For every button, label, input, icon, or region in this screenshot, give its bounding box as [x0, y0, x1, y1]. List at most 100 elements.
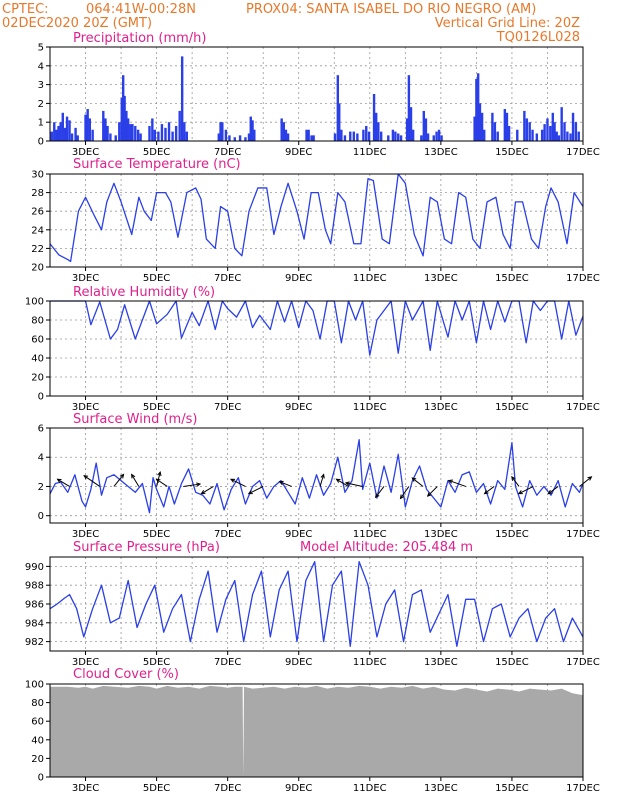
- x-tick-label: 11DEC: [353, 783, 387, 794]
- header-init-time: 02DEC2020 20Z (GMT): [2, 16, 152, 31]
- y-tick-label: 3: [38, 80, 44, 91]
- wind-arrow: [547, 486, 559, 495]
- x-tick-label: 3DEC: [72, 273, 99, 284]
- header: CPTEC: 064:41W-00:28N PROX04: SANTA ISAB…: [2, 2, 580, 45]
- x-tick-label: 9DEC: [285, 273, 312, 284]
- precip-bar: [233, 137, 236, 141]
- precip-bar: [63, 127, 67, 141]
- x-tick-label: 17DEC: [566, 657, 600, 668]
- precip-bar: [352, 131, 356, 141]
- humidity-data: [50, 300, 584, 356]
- wind-arrow: [426, 486, 438, 497]
- pressure-title: Surface Pressure (hPa): [73, 540, 220, 555]
- x-tick-label: 13DEC: [424, 529, 458, 540]
- y-tick-label: 28: [31, 188, 44, 199]
- y-tick-label: 24: [31, 225, 44, 236]
- precip-bar: [109, 133, 112, 141]
- precip-bar: [157, 131, 160, 141]
- x-tick-label: 13DEC: [424, 657, 458, 668]
- precip-bar: [379, 131, 383, 141]
- precip-bar: [219, 122, 222, 141]
- x-tick-label: 5DEC: [143, 529, 170, 540]
- x-tick-label: 15DEC: [495, 529, 529, 540]
- y-tick-label: 30: [31, 170, 44, 181]
- x-tick-label: 13DEC: [424, 783, 458, 794]
- precip-bar: [372, 94, 376, 141]
- precip-bar: [553, 122, 556, 141]
- precip-bar: [555, 131, 558, 141]
- precip-bar: [407, 75, 411, 141]
- x-tick-label: 3DEC: [72, 783, 99, 794]
- precip-bar: [249, 116, 252, 141]
- precip-bar: [118, 122, 121, 141]
- x-tick-label: 3DEC: [72, 529, 99, 540]
- precip-bar: [88, 118, 91, 141]
- humidity-title: Relative Humidity (%): [73, 285, 215, 300]
- y-tick-label: 4: [38, 61, 44, 72]
- wind-arrow: [517, 486, 534, 495]
- wind-arrow: [183, 482, 202, 487]
- precip-bar: [167, 122, 171, 141]
- header-grid-note: Vertical Grid Line: 20Z: [435, 16, 580, 31]
- precip-bar: [153, 129, 157, 141]
- header-station: PROX04: SANTA ISABEL DO RIO NEGRO (AM): [246, 2, 536, 17]
- pressure-panel: Surface Pressure (hPa) Model Altitude: 20…: [25, 540, 600, 668]
- precip-bar: [125, 110, 128, 141]
- y-tick-label: 80: [31, 698, 44, 709]
- precip-bar: [426, 133, 430, 141]
- precip-bar: [151, 118, 154, 141]
- humidity-frame: [49, 300, 584, 397]
- cloud-cover-area: [50, 685, 583, 777]
- precip-bar: [70, 133, 74, 141]
- precip-bar: [365, 125, 368, 141]
- precip-bar: [535, 133, 539, 141]
- precip-bar: [171, 131, 174, 141]
- precip-bar: [516, 129, 519, 141]
- precip-bar: [531, 129, 534, 141]
- x-tick-label: 17DEC: [566, 402, 600, 413]
- precip-bar: [338, 103, 341, 141]
- precip-bar: [563, 122, 566, 141]
- precip-bar: [247, 133, 251, 141]
- x-tick-label: 9DEC: [285, 783, 312, 794]
- wind-arrow: [374, 486, 385, 499]
- wind-arrow: [83, 475, 101, 487]
- wind-arrow: [278, 480, 292, 487]
- wind-line: [49, 439, 584, 514]
- x-tick-label: 7DEC: [214, 402, 241, 413]
- cloud-cover-title: Cloud Cover (%): [73, 667, 179, 682]
- wind-arrow: [229, 478, 246, 487]
- precip-bar: [411, 129, 415, 141]
- x-tick-label: 7DEC: [214, 147, 241, 158]
- precip-bar: [53, 122, 56, 141]
- precip-bar: [437, 129, 441, 141]
- precip-bar: [523, 110, 526, 141]
- precip-bar: [312, 135, 315, 141]
- y-tick-label: 80: [31, 316, 44, 327]
- precip-bar: [399, 135, 403, 141]
- precip-bar: [221, 122, 224, 141]
- precipitation-panel: Precipitation (mm/h) 0 1 2 3 4 5 3DEC 5DEC 7DEC 9D…: [38, 31, 600, 158]
- precip-bar: [333, 133, 337, 141]
- x-tick-label: 13DEC: [424, 147, 458, 158]
- precip-bar: [136, 129, 140, 141]
- precipitation-frame: [49, 46, 584, 142]
- precip-bar: [491, 112, 494, 141]
- x-tick-label: 5DEC: [143, 783, 170, 794]
- y-tick-label: 988: [25, 581, 44, 592]
- x-tick-label: 11DEC: [353, 273, 387, 284]
- precip-bar: [280, 118, 283, 141]
- precip-bar: [305, 129, 308, 141]
- precip-bar: [164, 127, 167, 141]
- wind-frame: [49, 427, 584, 524]
- x-tick-label: 17DEC: [566, 273, 600, 284]
- precip-bar: [104, 118, 107, 141]
- wind-arrow: [56, 478, 70, 487]
- precip-bar: [244, 137, 247, 141]
- wind-arrow: [344, 481, 363, 487]
- precip-bar: [362, 129, 365, 141]
- precip-bar: [405, 118, 409, 141]
- precip-bar: [546, 118, 549, 141]
- y-tick-label: 982: [25, 637, 44, 648]
- y-tick-label: 20: [31, 373, 44, 384]
